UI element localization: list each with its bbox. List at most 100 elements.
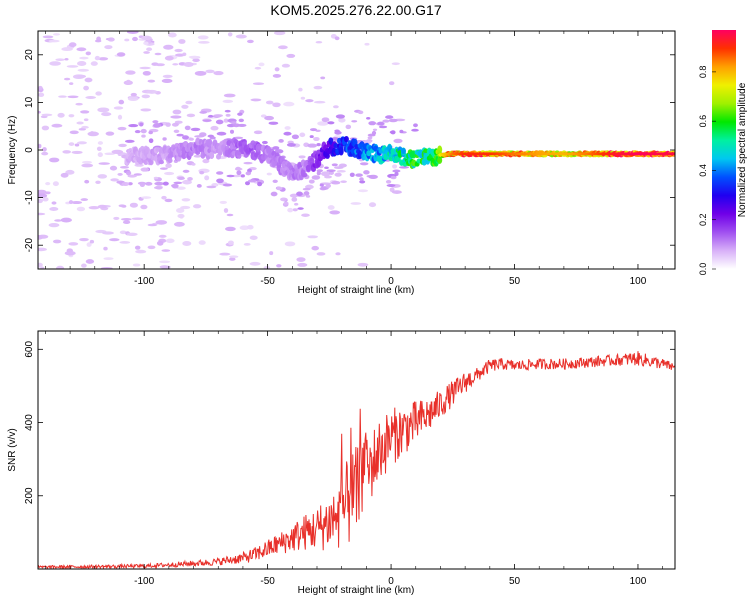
spectrogram-blob (351, 120, 358, 123)
spectrogram-blob (216, 178, 224, 184)
spectrogram-blob (389, 130, 395, 134)
spectrogram-blob (297, 207, 304, 210)
spectrogram-blob (94, 55, 101, 61)
spectrogram-blob (198, 240, 206, 245)
spectrogram-blob (140, 204, 148, 210)
spectrogram-blob (287, 207, 294, 213)
spectrogram-blob (188, 55, 200, 59)
spectrogram-blob (367, 136, 373, 140)
spectrogram-blob (313, 136, 320, 142)
spectrogram-blob (249, 261, 261, 266)
spectrogram-blob (139, 182, 145, 188)
spectrogram-blob (225, 113, 231, 117)
spectrogram-blob (364, 42, 370, 46)
spectrogram-blob (77, 61, 87, 66)
spectrogram-blob (49, 157, 60, 163)
spectrogram-blob (38, 193, 48, 198)
spectrogram-blob (199, 110, 208, 114)
snr-ticks: -100 -50 0 50 100 200 400 600 (24, 331, 675, 587)
spectrogram-blob (64, 58, 69, 61)
spectrogram-blob (272, 179, 278, 184)
spectrogram-blob (219, 200, 227, 204)
spectrogram-blob (146, 89, 158, 94)
spectrogram-blob (68, 142, 75, 146)
spectrogram-blob (235, 166, 241, 171)
spectrogram-blob (238, 118, 244, 123)
spectrogram-blob (334, 172, 342, 177)
spectrogram-blob (74, 143, 80, 147)
spectrogram-blob (85, 259, 95, 264)
spectrogram-blob (86, 242, 92, 247)
spectrogram-blob (307, 143, 318, 148)
spectrogram-blob (268, 121, 279, 125)
spectrogram-blob (292, 208, 298, 212)
spectrogram-blob (130, 92, 137, 97)
spectrogram-blob (366, 117, 371, 120)
spectrogram-blob (140, 196, 152, 199)
spectrogram-blob (140, 167, 150, 172)
spectrogram-blob (223, 208, 229, 213)
spectrogram-blob (177, 176, 185, 181)
spectrogram-blob (154, 181, 164, 186)
spectrogram-blob (382, 119, 390, 123)
spectrogram-blob (76, 141, 88, 145)
spectrogram-blob (340, 180, 347, 183)
spectrogram-blob (196, 184, 202, 188)
spectrogram-blob (173, 181, 183, 185)
spectrogram-blob (51, 201, 57, 205)
spectrogram-blob (331, 163, 338, 167)
spectrogram-blob (109, 238, 120, 242)
spectrogram-blob (245, 181, 250, 186)
spectrogram-blob (172, 109, 182, 115)
spectrogram-blob (159, 260, 171, 264)
spectrogram-blob (215, 119, 224, 125)
spectrogram-blob (161, 78, 173, 84)
spectrogram-blob (171, 122, 179, 127)
spectrogram-blob (84, 179, 90, 184)
spectrogram-blob (298, 87, 303, 92)
spectrogram-blob (81, 160, 93, 164)
spectrogram-blob (321, 117, 330, 123)
spectrogram-blob (307, 235, 319, 239)
spectrogram-x-tick-label: 50 (509, 276, 521, 287)
spectrogram-blob (320, 171, 331, 177)
spectrogram-blob (243, 243, 251, 246)
spectrogram-blob (75, 102, 83, 106)
spectrogram-blob (207, 138, 213, 147)
spectrogram-blob (109, 165, 118, 171)
spectrogram-blob (142, 70, 151, 76)
spectrogram-blob (263, 265, 271, 269)
spectrogram-blob (117, 172, 123, 176)
spectrogram-blob (182, 241, 192, 246)
snr-frame (37, 330, 676, 570)
spectrogram-blob (103, 246, 108, 251)
spectrogram-blob (225, 226, 236, 232)
spectrogram-blob (311, 166, 316, 172)
spectrogram-blob (357, 110, 364, 115)
spectrogram-blob (51, 123, 63, 128)
spectrogram-blob (378, 125, 388, 129)
spectrogram-blob (223, 118, 229, 123)
spectrogram-blob (186, 113, 196, 118)
spectrogram-blobs (38, 31, 675, 269)
spectrogram-blob (237, 112, 243, 116)
spectrogram-blob (191, 162, 196, 166)
spectrogram-blob (355, 173, 363, 177)
spectrogram-blob (85, 96, 97, 99)
spectrogram-blob (182, 135, 189, 140)
spectrogram-blob (165, 122, 171, 127)
spectrogram-blob (269, 251, 274, 256)
snr-y-tick-label: 200 (24, 487, 35, 504)
spectrogram-blob (193, 154, 202, 158)
spectrogram-blob (283, 201, 289, 205)
spectrogram-blob (118, 204, 126, 208)
spectrogram-blob (184, 125, 191, 131)
spectrogram-blob (48, 39, 60, 43)
spectrogram-blob (359, 177, 364, 181)
spectrogram-blob (377, 121, 385, 126)
spectrogram-blob (122, 220, 131, 225)
spectrogram-blob (190, 127, 201, 132)
spectrogram-blob (79, 237, 89, 242)
